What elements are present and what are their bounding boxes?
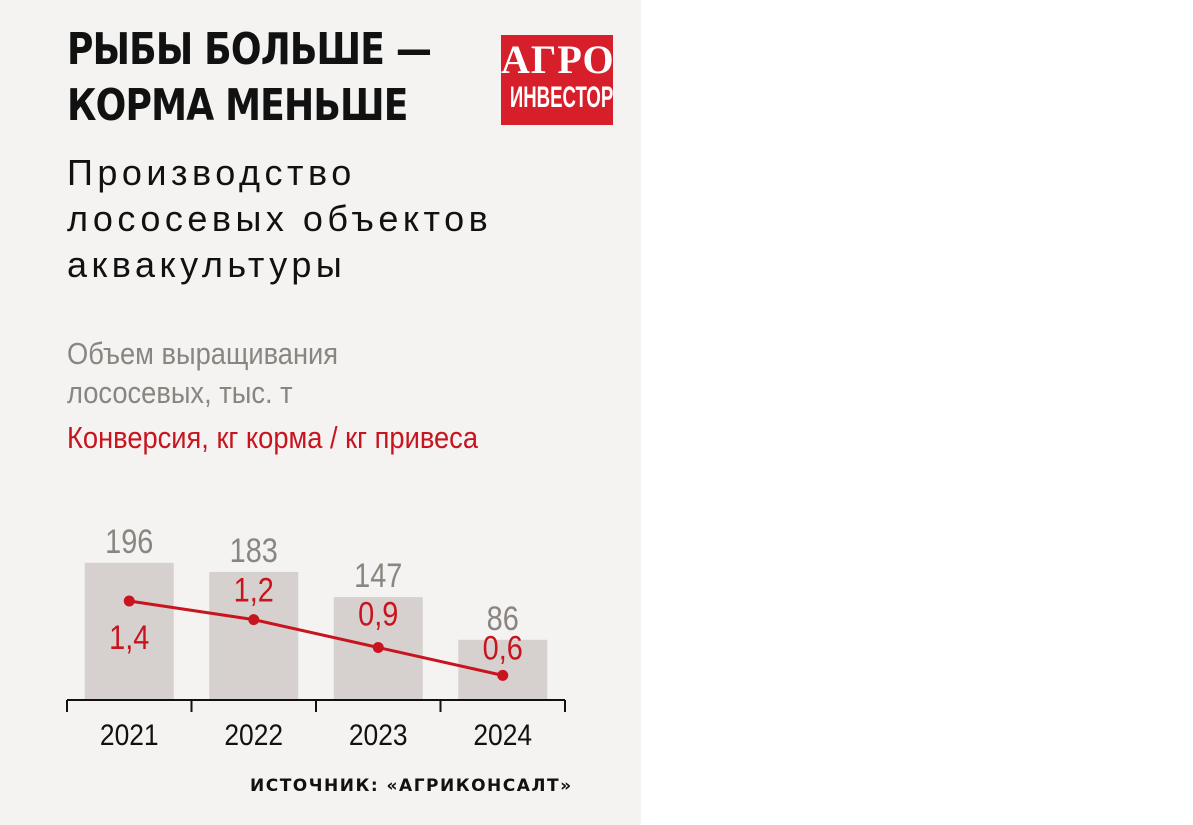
- logo-line-1: АГРО: [501, 37, 613, 82]
- bar-label-2023: 147: [354, 556, 402, 595]
- infographic-panel: РЫБЫ БОЛЬШЕ — КОРМА МЕНЬШЕ АГРО ИНВЕСТОР…: [0, 0, 641, 825]
- legend-volume: Объем выращивания лососевых, тыс. т: [67, 334, 338, 412]
- chart-title-line-1: Производство: [67, 152, 356, 193]
- bar-label-2022: 183: [230, 531, 278, 570]
- conversion-label-2023: 0,9: [358, 594, 398, 633]
- legend-volume-line-2: лососевых, тыс. т: [67, 375, 293, 410]
- headline: РЫБЫ БОЛЬШЕ — КОРМА МЕНЬШЕ: [67, 22, 432, 134]
- x-tick-label-2023: 2023: [349, 717, 408, 751]
- x-tick-label-2024: 2024: [473, 717, 532, 751]
- conversion-point-2021: [123, 595, 135, 607]
- agroinvestor-logo: АГРО ИНВЕСТОР: [501, 35, 613, 125]
- conversion-point-2023: [372, 642, 384, 653]
- conversion-point-2022: [248, 614, 260, 626]
- conversion-label-2024: 0,6: [483, 628, 523, 667]
- x-tick-label-2021: 2021: [100, 717, 159, 751]
- headline-line-2: КОРМА МЕНЬШЕ: [67, 80, 408, 131]
- chart-svg: 196 183 147 86 2021 2022 2023 2024 1,4 1,2 0,9 0,6: [66, 522, 566, 751]
- legend-conversion: Конверсия, кг корма / кг привеса: [67, 420, 479, 455]
- chart-title-line-2: лососевых объектов: [67, 198, 493, 239]
- source-note: ИСТОЧНИК: «АГРИКОНСАЛТ»: [250, 776, 573, 796]
- chart-title-line-3: аквакультуры: [67, 244, 347, 285]
- bar-2022: [209, 571, 299, 700]
- bar-label-2021: 196: [105, 522, 153, 561]
- bar-2021: [84, 562, 174, 700]
- bar-label-2024: 86: [487, 599, 519, 638]
- legend-volume-line-1: Объем выращивания: [67, 336, 339, 371]
- conversion-label-2021: 1,4: [109, 618, 149, 657]
- conversion-point-2024: [497, 669, 509, 681]
- conversion-line: [129, 599, 504, 677]
- headline-line-1: РЫБЫ БОЛЬШЕ —: [67, 24, 432, 75]
- logo-line-2: ИНВЕСТОР: [509, 81, 613, 114]
- x-tick-label-2022: 2022: [224, 717, 283, 751]
- chart-title: Производство лососевых объектов аквакуль…: [67, 150, 607, 288]
- conversion-label-2022: 1,2: [234, 570, 274, 609]
